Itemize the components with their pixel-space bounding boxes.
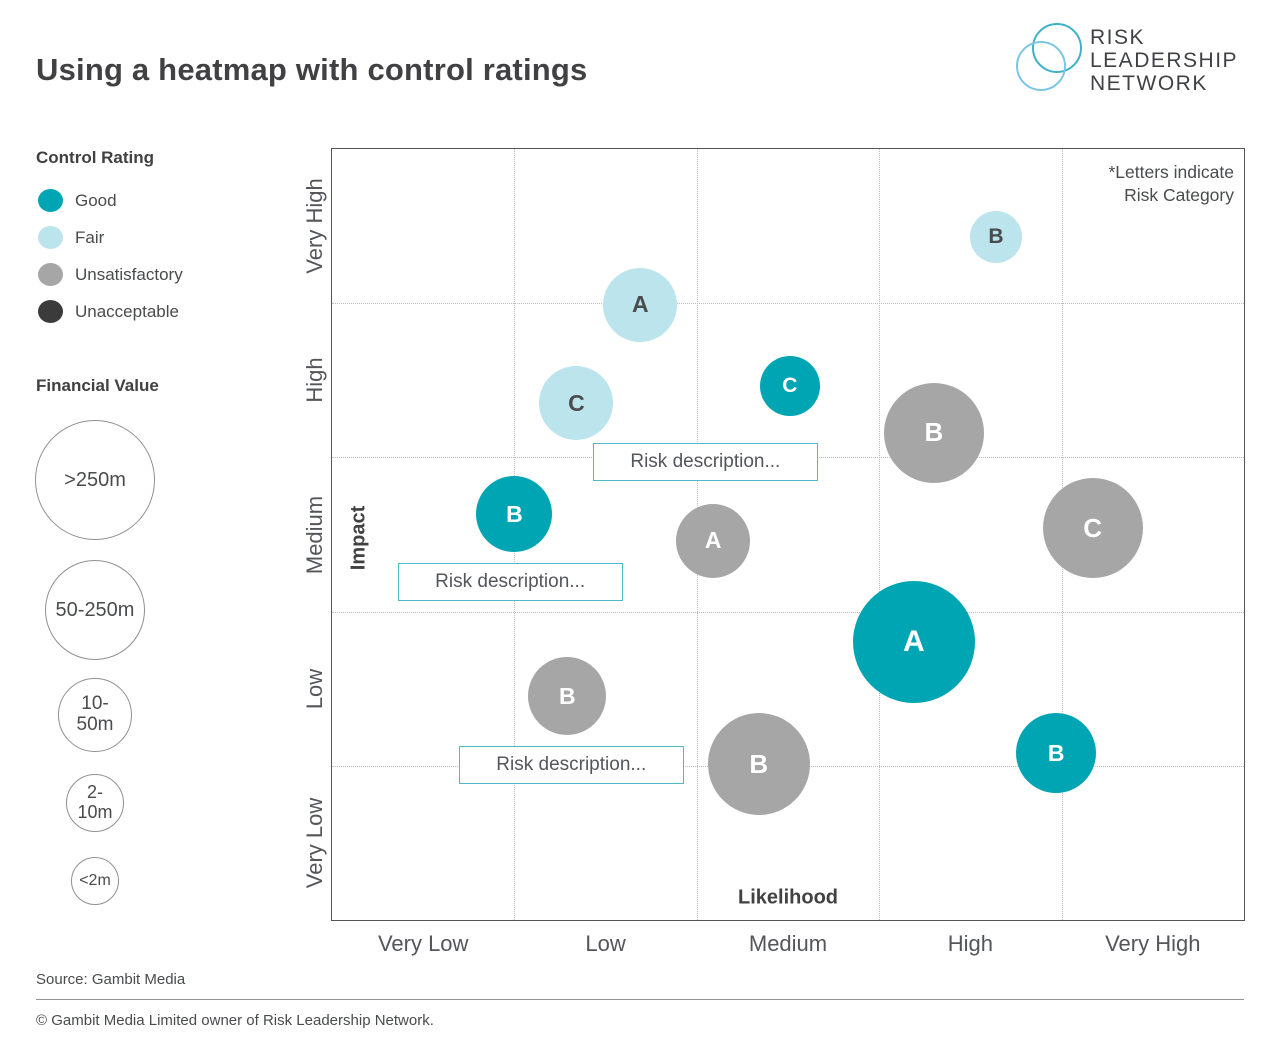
risk-description-box: Risk description... <box>592 442 818 481</box>
size-legend-circle: >250m <box>35 420 155 540</box>
legend-item-label: Unacceptable <box>75 301 179 321</box>
logo-line-2: LEADERSHIP <box>1090 49 1239 72</box>
source-text: Source: Gambit Media <box>36 971 186 988</box>
size-legend-circle: 10- 50m <box>58 678 132 752</box>
bubble-letter: C <box>1083 512 1102 543</box>
x-tick-label: High <box>947 931 994 956</box>
bubble-letter: A <box>704 527 722 554</box>
bubble-letter: C <box>568 389 585 416</box>
legend-swatch-icon <box>38 300 63 323</box>
x-axis-title: Likelihood <box>738 886 838 909</box>
legend-swatch-icon <box>38 189 63 212</box>
x-tick-label: Low <box>585 931 626 956</box>
y-tick-label: Low <box>302 668 327 709</box>
bubble-good-b: B <box>1016 713 1097 794</box>
y-tick-label: Very High <box>302 178 327 274</box>
bubble-unsatisfactory-b: B <box>528 657 607 736</box>
y-tick-label: High <box>302 357 327 403</box>
bubble-letter: B <box>1047 739 1065 766</box>
bubble-unsatisfactory-b: B <box>707 713 810 816</box>
bubble-unsatisfactory-b: B <box>883 382 984 483</box>
legend-item-fair: Fair <box>38 219 183 256</box>
size-legend-circle: 2- 10m <box>66 774 124 832</box>
bubble-letter: C <box>782 374 798 398</box>
legend-item-label: Unsatisfactory <box>75 264 183 284</box>
bubble-fair-b: B <box>969 210 1022 263</box>
chart-note: *Letters indicate Risk Category <box>1108 162 1235 205</box>
bubble-letter: B <box>506 500 523 527</box>
legend-item-label: Good <box>75 190 117 210</box>
bubble-fair-c: C <box>539 366 614 441</box>
control-rating-legend: Good Fair Unsatisfactory Unacceptable <box>38 182 183 330</box>
bubble-letter: B <box>924 417 944 448</box>
legend-item-unsatisfactory: Unsatisfactory <box>38 256 183 293</box>
copyright-text: © Gambit Media Limited owner of Risk Lea… <box>36 1012 434 1029</box>
logo-wordmark: RISK LEADERSHIP NETWORK <box>1090 26 1238 95</box>
y-tick-label: Very Low <box>302 797 327 889</box>
x-tick-label: Very High <box>1105 931 1201 956</box>
risk-description-box: Risk description... <box>458 745 684 784</box>
grid-line-horizontal <box>332 611 1244 613</box>
logo-blue-ring-icon <box>1016 41 1066 91</box>
y-axis-title: Impact <box>347 505 370 571</box>
bubble-good-c: C <box>759 356 820 417</box>
bubble-unsatisfactory-c: C <box>1042 478 1143 579</box>
x-tick-label: Very Low <box>377 931 469 956</box>
bubble-letter: A <box>631 291 649 318</box>
bubble-fair-a: A <box>603 267 678 342</box>
legend-item-good: Good <box>38 182 183 219</box>
size-legend-circle: <2m <box>71 857 119 905</box>
legend-swatch-icon <box>38 263 63 286</box>
footer-divider <box>36 999 1244 1000</box>
x-tick-label: Medium <box>748 931 828 956</box>
grid-line-vertical <box>879 149 881 920</box>
bubble-good-a: A <box>852 581 975 704</box>
bubble-letter: A <box>903 625 925 659</box>
logo-line-1: RISK <box>1090 26 1146 49</box>
control-rating-legend-title: Control Rating <box>36 148 155 167</box>
legend-item-label: Fair <box>75 227 105 247</box>
bubble-letter: B <box>558 682 576 709</box>
legend-swatch-icon <box>38 226 63 249</box>
grid-line-horizontal <box>332 303 1244 305</box>
bubble-letter: B <box>749 748 769 779</box>
legend-item-unacceptable: Unacceptable <box>38 293 183 330</box>
chart-plot-area: B A C C B B A C A B B B Risk description... Risk des… <box>302 148 1245 956</box>
financial-value-legend-title: Financial Value <box>36 376 159 395</box>
page-title: Using a heatmap with control ratings <box>36 52 588 87</box>
risk-description-box: Risk description... <box>397 563 623 602</box>
bubble-letter: B <box>988 224 1004 248</box>
bubble-good-b: B <box>476 476 553 553</box>
bubble-unsatisfactory-a: A <box>676 503 751 578</box>
size-legend-circle: 50-250m <box>45 560 145 660</box>
logo-line-3: NETWORK <box>1090 72 1208 95</box>
y-tick-label: Medium <box>302 495 327 574</box>
